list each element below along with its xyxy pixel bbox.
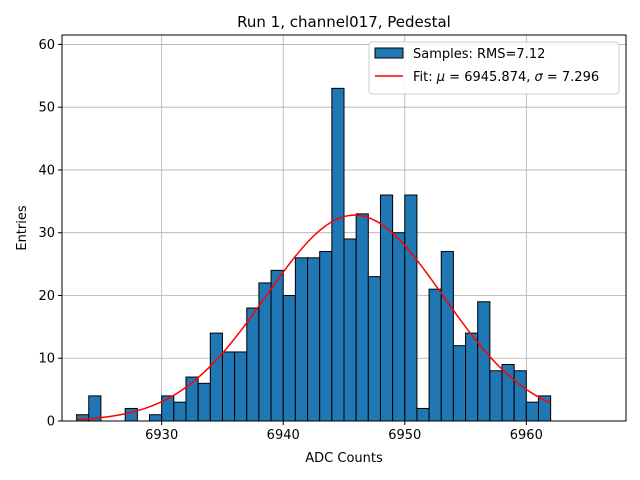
histogram-bar (367, 276, 381, 422)
histogram-bar (355, 213, 369, 422)
histogram-bar (440, 251, 454, 422)
histogram-bar (404, 194, 418, 422)
legend-box (368, 41, 620, 95)
legend-label-samples: Samples: RMS=7.12 (413, 47, 545, 62)
histogram-bar (124, 407, 138, 422)
plot-frame (61, 34, 627, 422)
legend-swatch-samples (374, 47, 404, 59)
histogram-bar (319, 251, 333, 422)
histogram-bar (209, 332, 223, 422)
histogram-bar (294, 257, 309, 422)
histogram-bar (221, 351, 236, 422)
fit-label-sigma-symbol: σ (535, 70, 544, 85)
histogram-bar (452, 345, 467, 422)
chart-title: Run 1, channel017, Pedestal (237, 13, 451, 31)
y-tick-label: 30 (38, 226, 55, 241)
fit-curve-group (76, 214, 551, 421)
histogram-bar (307, 257, 321, 422)
legend-label-fit: Fit: μ = 6945.874, σ = 7.296 (413, 70, 599, 85)
histogram-bar (428, 288, 442, 422)
histogram-bar (282, 294, 296, 422)
histogram-bar (392, 232, 406, 422)
histogram-bar (513, 370, 527, 422)
y-axis-label: Entries (15, 205, 30, 251)
y-tick-label: 0 (47, 415, 55, 430)
fit-label-sigma-value: = 7.296 (543, 70, 599, 85)
legend: Samples: RMS=7.12 Fit: μ = 6945.874, σ =… (368, 41, 620, 95)
histogram-bar (197, 382, 211, 422)
histogram-bar (416, 407, 430, 422)
histogram-bar (343, 238, 357, 422)
x-tick-label: 6950 (388, 428, 421, 443)
histogram-bar (270, 269, 284, 422)
histogram-bar (246, 307, 260, 422)
x-tick-label: 6930 (145, 428, 178, 443)
y-tick-label: 50 (38, 101, 55, 116)
x-axis-label: ADC Counts (305, 451, 383, 466)
fit-curve (76, 214, 551, 421)
histogram-bars (76, 87, 552, 422)
histogram-bar (185, 376, 199, 422)
histogram-bar (489, 370, 503, 422)
axis-ticks: 6930 6940 6950 6960 0 10 20 30 40 50 60 (38, 38, 542, 443)
histogram-bar (234, 351, 248, 422)
y-tick-label: 20 (38, 289, 55, 304)
histogram-bar (331, 87, 345, 422)
fit-label-prefix: Fit: (413, 70, 437, 85)
histogram-bar (149, 414, 163, 422)
histogram-bar (173, 401, 187, 422)
y-tick-label: 10 (38, 352, 55, 367)
x-tick-label: 6940 (267, 428, 300, 443)
histogram-bar (465, 332, 479, 422)
y-tick-label: 60 (38, 38, 55, 53)
y-tick-label: 40 (38, 163, 55, 178)
x-tick-label: 6960 (510, 428, 543, 443)
histogram-bar (501, 364, 515, 422)
fit-label-mu-symbol: μ (436, 70, 445, 85)
fit-label-mu-value: = 6945.874, (445, 70, 534, 85)
histogram-bar (161, 395, 175, 422)
histogram-bar (477, 301, 491, 422)
histogram-bar (525, 401, 539, 422)
